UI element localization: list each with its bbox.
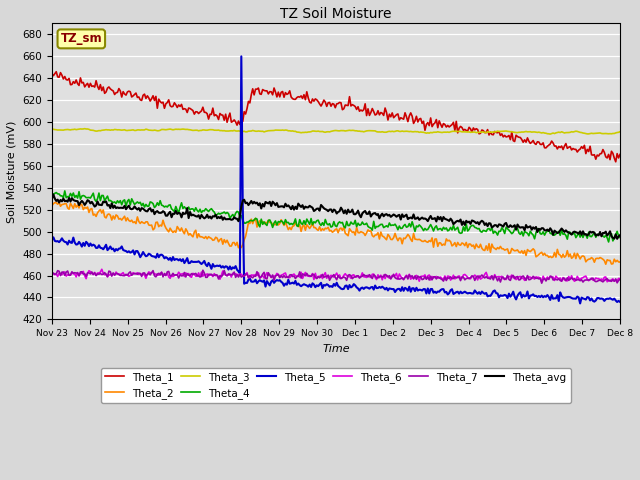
Line: Theta_1: Theta_1 xyxy=(52,72,620,162)
Theta_6 xyxy=(98,266,106,272)
Theta_1 xyxy=(52,69,60,74)
Theta_4 xyxy=(275,219,282,225)
Theta_avg xyxy=(275,204,282,210)
Theta_3 xyxy=(235,128,243,134)
Theta_avg xyxy=(235,218,243,224)
Theta_5 xyxy=(275,278,282,284)
Line: Theta_7: Theta_7 xyxy=(52,270,620,283)
Theta_3 xyxy=(118,127,125,133)
Theta_avg xyxy=(48,196,56,202)
Theta_6 xyxy=(118,271,125,276)
Theta_7 xyxy=(48,272,56,277)
Theta_4 xyxy=(616,235,624,240)
Line: Theta_3: Theta_3 xyxy=(52,129,620,134)
Theta_7 xyxy=(616,276,624,282)
Theta_1 xyxy=(235,118,243,124)
Theta_3 xyxy=(81,126,88,132)
Theta_4 xyxy=(605,239,612,245)
Legend: Theta_1, Theta_2, Theta_3, Theta_4, Theta_5, Theta_6, Theta_7, Theta_avg: Theta_1, Theta_2, Theta_3, Theta_4, Thet… xyxy=(101,368,571,403)
Theta_2 xyxy=(55,199,63,205)
Theta_6 xyxy=(275,272,282,277)
Theta_3 xyxy=(616,129,624,134)
Theta_7 xyxy=(538,280,545,286)
Theta_4 xyxy=(407,224,415,230)
Line: Theta_avg: Theta_avg xyxy=(52,194,620,239)
Theta_5 xyxy=(233,267,241,273)
Theta_5 xyxy=(460,289,467,295)
Title: TZ Soil Moisture: TZ Soil Moisture xyxy=(280,7,392,21)
Theta_6 xyxy=(616,276,624,282)
Theta_2 xyxy=(118,217,125,223)
Line: Theta_4: Theta_4 xyxy=(52,191,620,242)
Theta_3 xyxy=(547,131,554,137)
Theta_2 xyxy=(602,261,609,267)
Theta_4 xyxy=(118,202,125,208)
Theta_7 xyxy=(460,274,467,280)
Theta_5 xyxy=(48,237,56,243)
Theta_4 xyxy=(61,188,68,194)
Theta_3 xyxy=(407,129,415,134)
Theta_avg xyxy=(613,236,621,242)
Theta_5 xyxy=(237,53,245,59)
Theta_6 xyxy=(460,272,467,278)
Theta_avg xyxy=(616,232,624,238)
Theta_6 xyxy=(463,273,470,278)
Theta_2 xyxy=(616,259,624,265)
Theta_6 xyxy=(235,272,243,278)
Theta_2 xyxy=(48,203,56,209)
Theta_5 xyxy=(616,299,624,305)
Theta_avg xyxy=(460,219,467,225)
Theta_4 xyxy=(463,221,470,227)
Theta_2 xyxy=(235,245,243,251)
Theta_3 xyxy=(48,126,56,132)
Line: Theta_5: Theta_5 xyxy=(52,56,620,303)
Theta_1 xyxy=(48,71,56,77)
Theta_1 xyxy=(460,127,467,133)
Theta_1 xyxy=(612,159,620,165)
Theta_4 xyxy=(460,224,467,230)
Theta_3 xyxy=(275,127,282,133)
Theta_4 xyxy=(48,190,56,196)
Line: Theta_6: Theta_6 xyxy=(52,269,620,282)
Text: TZ_sm: TZ_sm xyxy=(61,32,102,46)
Theta_7 xyxy=(407,274,415,279)
Theta_1 xyxy=(463,128,470,133)
Theta_avg xyxy=(463,218,470,224)
Theta_2 xyxy=(275,222,282,228)
Theta_7 xyxy=(235,274,243,280)
Theta_5 xyxy=(576,300,584,306)
Theta_6 xyxy=(604,279,611,285)
Theta_6 xyxy=(407,276,415,282)
Theta_avg xyxy=(49,192,57,197)
Theta_4 xyxy=(235,209,243,215)
Theta_1 xyxy=(275,89,282,95)
Theta_2 xyxy=(460,241,467,247)
Theta_7 xyxy=(275,272,282,277)
Theta_5 xyxy=(116,246,124,252)
Theta_7 xyxy=(463,276,470,281)
Theta_avg xyxy=(407,215,415,220)
Theta_5 xyxy=(407,289,415,295)
Theta_3 xyxy=(460,129,467,135)
Theta_avg xyxy=(118,205,125,211)
X-axis label: Time: Time xyxy=(322,344,350,354)
Theta_5 xyxy=(463,290,470,296)
Line: Theta_2: Theta_2 xyxy=(52,202,620,264)
Theta_1 xyxy=(616,152,624,157)
Theta_7 xyxy=(116,273,124,278)
Theta_2 xyxy=(407,237,415,242)
Y-axis label: Soil Moisture (mV): Soil Moisture (mV) xyxy=(7,120,17,223)
Theta_1 xyxy=(407,110,415,116)
Theta_6 xyxy=(48,272,56,277)
Theta_3 xyxy=(463,129,470,135)
Theta_1 xyxy=(118,94,125,100)
Theta_2 xyxy=(463,240,470,245)
Theta_7 xyxy=(199,267,207,273)
